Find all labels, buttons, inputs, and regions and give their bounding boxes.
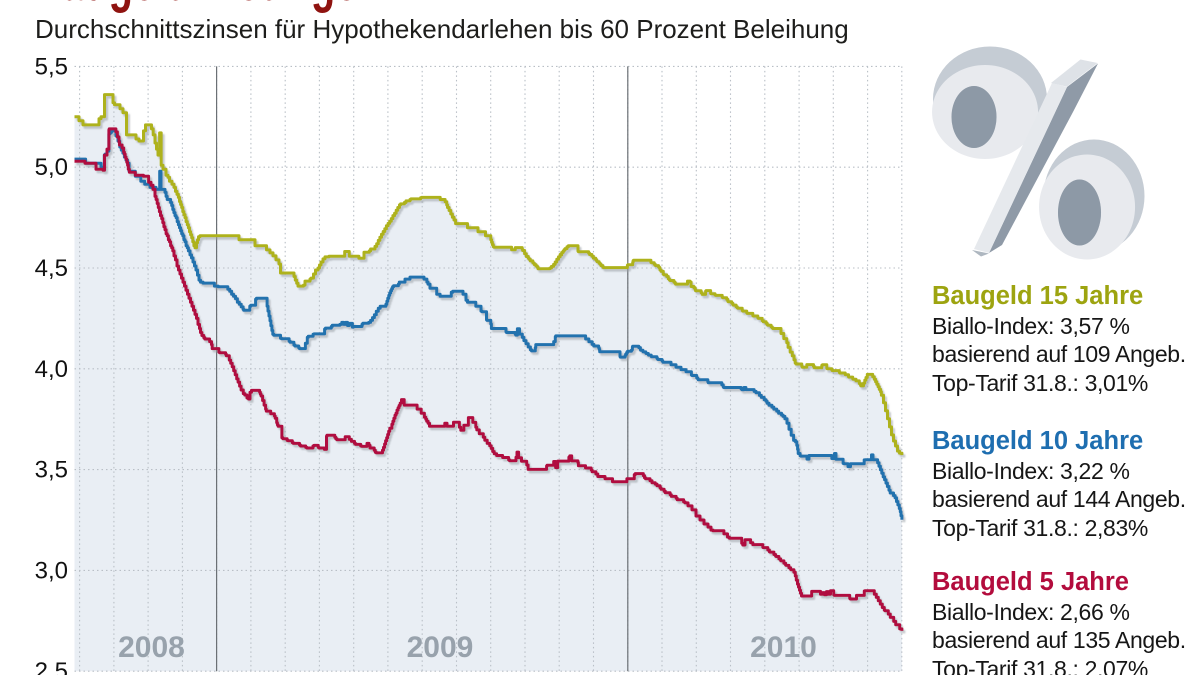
svg-text:2008: 2008 — [118, 631, 185, 664]
svg-text:5,5: 5,5 — [35, 53, 68, 80]
svg-text:5,0: 5,0 — [35, 154, 68, 181]
svg-text:3,0: 3,0 — [35, 557, 68, 584]
svg-text:3,5: 3,5 — [35, 457, 68, 484]
svg-text:2,5: 2,5 — [35, 658, 68, 675]
svg-text:2010: 2010 — [750, 631, 817, 664]
svg-text:4,5: 4,5 — [35, 255, 68, 282]
svg-text:4,0: 4,0 — [35, 356, 68, 383]
svg-text:2009: 2009 — [407, 631, 474, 664]
